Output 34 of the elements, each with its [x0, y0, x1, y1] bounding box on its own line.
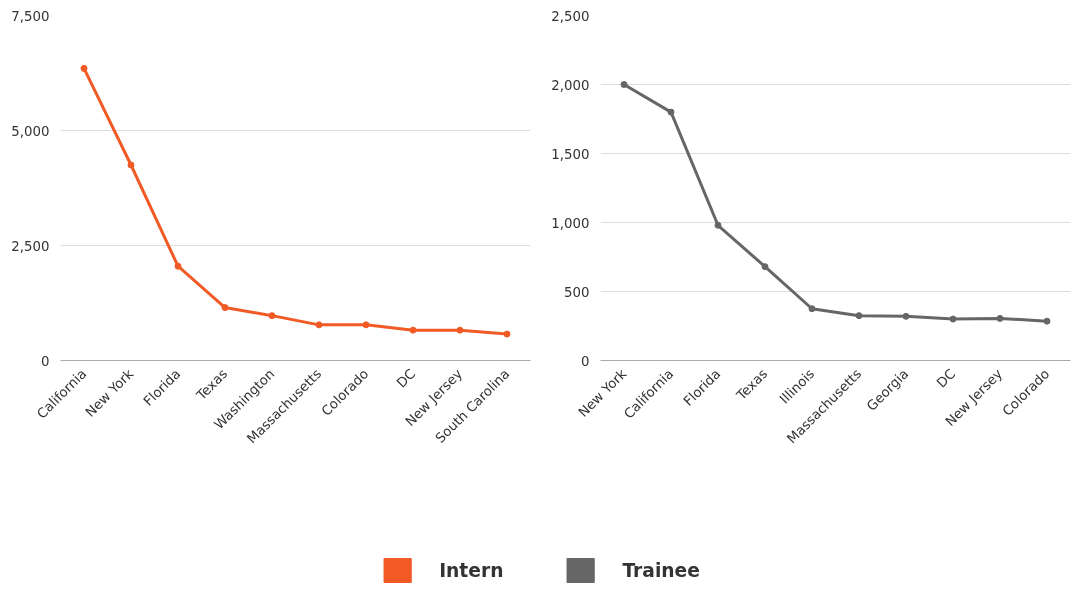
y-tick-label: 0	[581, 353, 590, 369]
point	[127, 161, 135, 169]
legend-label: Trainee	[622, 559, 700, 581]
y-tick-label: 2,000	[551, 77, 590, 93]
point	[855, 312, 863, 320]
point	[949, 315, 957, 323]
point	[996, 314, 1004, 322]
y-tick-label: 1,500	[551, 146, 590, 162]
point	[714, 221, 722, 229]
y-tick-label: 5,000	[11, 123, 50, 139]
point	[362, 321, 370, 329]
point	[221, 304, 229, 312]
point	[761, 263, 769, 271]
point	[174, 262, 182, 270]
point	[808, 305, 816, 313]
point	[902, 312, 910, 320]
point	[1043, 317, 1051, 325]
legend-label: Intern	[439, 559, 504, 581]
y-tick-label: 500	[564, 284, 590, 300]
point	[456, 326, 464, 334]
y-tick-label: 1,000	[551, 215, 590, 231]
point	[409, 326, 417, 334]
point	[620, 81, 628, 88]
point	[315, 321, 323, 329]
x-tick-label: DC	[393, 366, 419, 391]
y-tick-label: 7,500	[11, 8, 50, 24]
point	[268, 312, 276, 320]
y-tick-label: 2,500	[551, 8, 590, 24]
y-tick-label: 2,500	[11, 238, 50, 254]
point	[80, 64, 88, 72]
y-tick-label: 0	[41, 353, 50, 369]
point	[667, 108, 675, 116]
point	[503, 330, 511, 338]
x-tick-label: DC	[933, 366, 959, 391]
